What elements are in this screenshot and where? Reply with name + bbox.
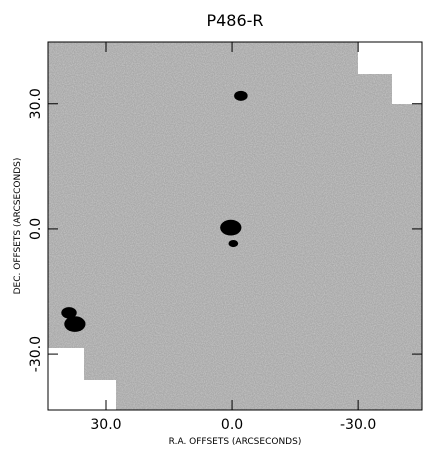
chart-title: P486-R — [206, 11, 263, 30]
x-tick-label: 30.0 — [90, 417, 121, 433]
source — [228, 239, 239, 248]
source — [64, 316, 86, 332]
y-tick-label: -30.0 — [28, 336, 44, 372]
sources — [61, 90, 248, 332]
plot-frame — [47, 41, 423, 411]
masked-corner — [358, 42, 422, 104]
x-tick-label: 0.0 — [221, 417, 243, 433]
masked-corner — [48, 348, 116, 410]
source — [234, 90, 248, 101]
y-tick-label: 0.0 — [28, 218, 44, 240]
source — [61, 307, 77, 319]
x-axis-label: R.A. OFFSETS (ARCSECONDS) — [169, 437, 302, 447]
source — [220, 219, 242, 236]
y-axis-label: DEC. OFFSETS (ARCSECONDS) — [13, 158, 23, 295]
image-area — [48, 42, 422, 410]
y-tick-label: 30.0 — [28, 88, 44, 119]
x-tick-label: -30.0 — [340, 417, 376, 433]
